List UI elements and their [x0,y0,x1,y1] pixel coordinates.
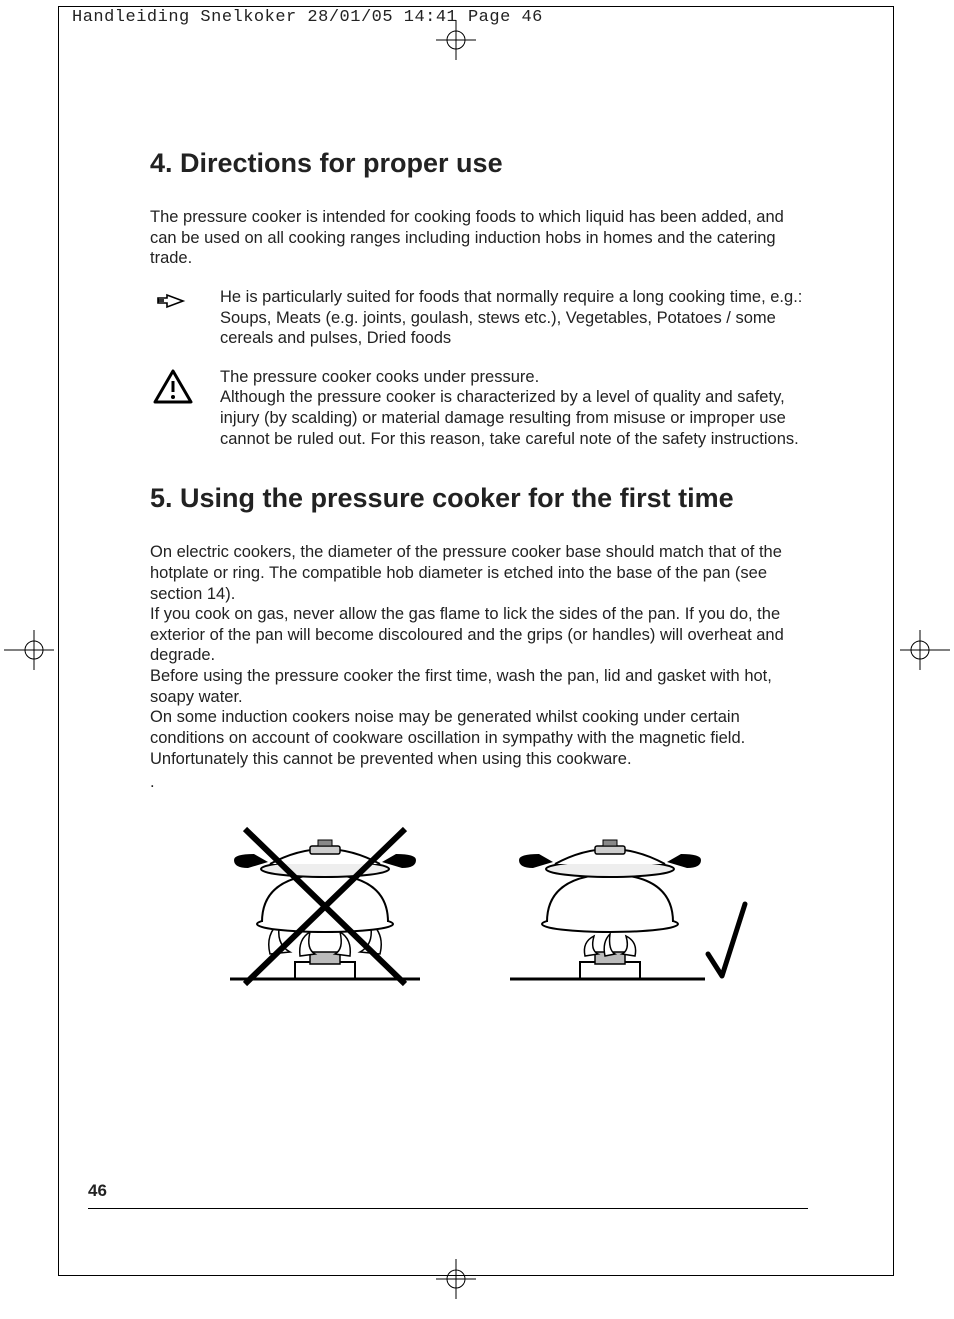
section-5-p1: On electric cookers, the diameter of the… [150,542,810,604]
page-number: 46 [88,1181,107,1201]
illustration-correct [490,804,750,994]
illustration-wrong [210,804,440,994]
section-4-title: 4. Directions for proper use [150,148,810,179]
registration-mark-bottom [436,1259,476,1299]
registration-mark-right [900,630,954,670]
section-5-p4: On some induction cookers noise may be g… [150,707,810,769]
section-4-intro: The pressure cooker is intended for cook… [150,207,810,269]
section-4-warning: The pressure cooker cooks under pressure… [220,367,810,450]
pointing-hand-icon [150,287,196,349]
section-5-p2: If you cook on gas, never allow the gas … [150,604,810,666]
page-number-rule [88,1208,808,1209]
registration-mark-top [436,20,476,60]
section-5-title: 5. Using the pressure cooker for the fir… [150,483,810,514]
section-4-note: He is particularly suited for foods that… [220,287,810,349]
section-5-dot: . [150,773,810,792]
registration-mark-left [0,630,54,670]
section-5-p3: Before using the pressure cooker the fir… [150,666,810,707]
warning-icon [150,367,196,450]
